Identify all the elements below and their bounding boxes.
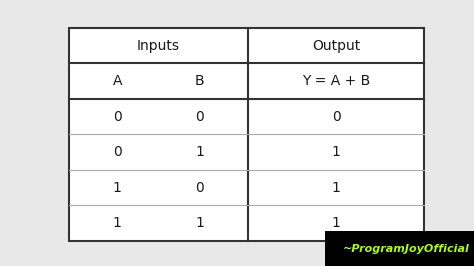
Text: Inputs: Inputs [137,39,180,53]
Text: 1: 1 [195,145,204,159]
Text: 1: 1 [113,216,122,230]
Text: 0: 0 [332,110,341,124]
Bar [325,231,474,266]
Text: B: B [195,74,205,88]
Bar [69,28,424,241]
Text: Output: Output [312,39,360,53]
Text: 1: 1 [195,216,204,230]
Text: 0: 0 [195,110,204,124]
Text: A: A [112,74,122,88]
Text: 1: 1 [332,216,341,230]
Text: 0: 0 [195,181,204,194]
Bar [69,28,424,241]
Text: 1: 1 [113,181,122,194]
Text: 1: 1 [332,181,341,194]
Text: 0: 0 [113,110,121,124]
Text: 1: 1 [332,145,341,159]
Text: Y = A + B: Y = A + B [302,74,370,88]
Text: 0: 0 [113,145,121,159]
Text: ~ProgramJoyOfficial: ~ProgramJoyOfficial [343,244,470,254]
